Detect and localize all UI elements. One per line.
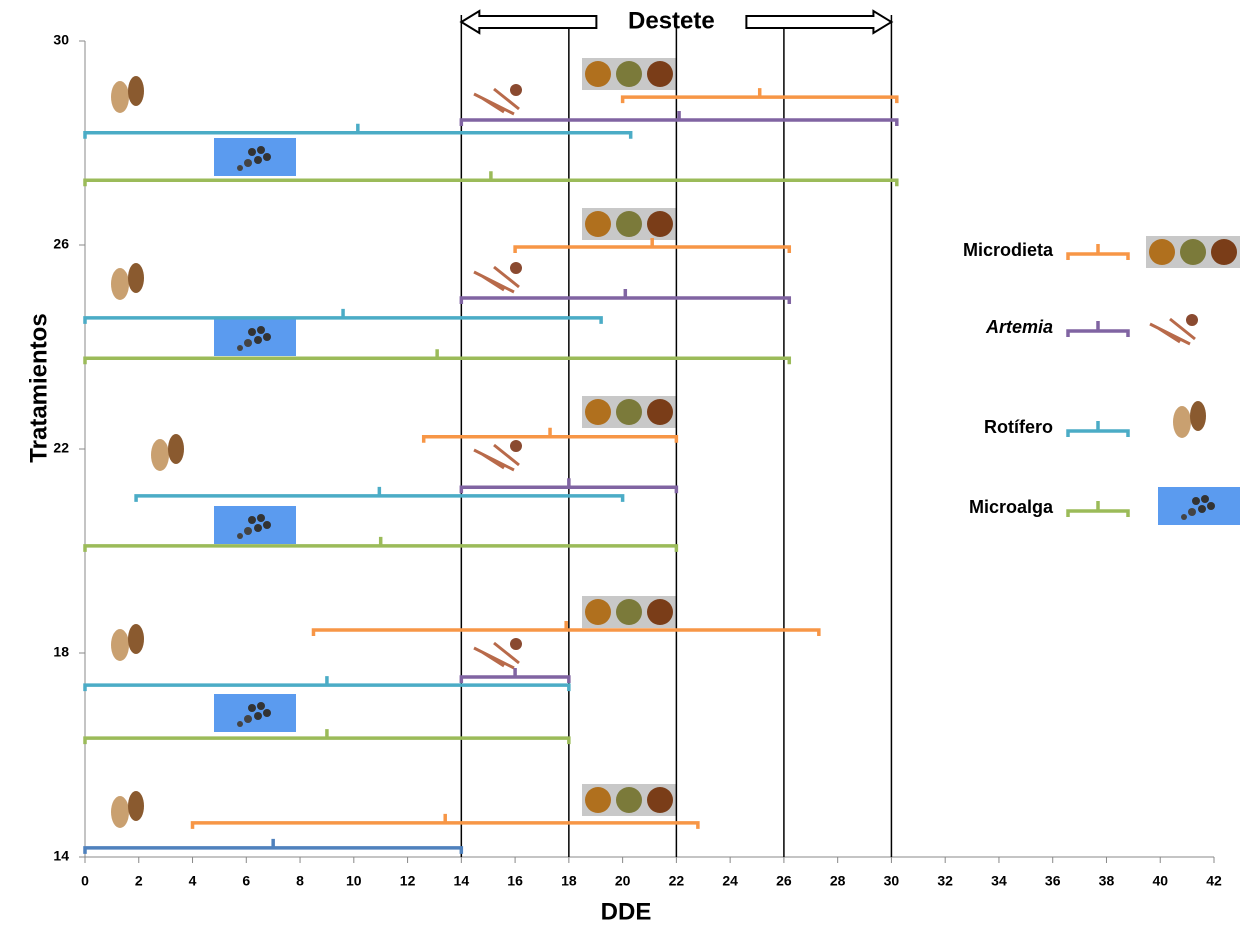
legend-label: Microalga: [969, 497, 1054, 517]
x-tick-label: 28: [830, 873, 846, 889]
chart: Tratamientos DDE 02468101214161820222426…: [0, 0, 1248, 928]
range-brace: [85, 349, 789, 364]
range-brace: [623, 88, 897, 103]
range-brace: [85, 729, 569, 744]
x-tick-label: 18: [561, 873, 577, 889]
x-tick-label: 26: [776, 873, 792, 889]
range-brace: [461, 668, 569, 683]
range-brace: [85, 309, 601, 324]
x-tick-label: 32: [937, 873, 953, 889]
x-tick-label: 6: [242, 873, 250, 889]
range-brace: [461, 111, 896, 126]
x-tick-label: 16: [507, 873, 523, 889]
annotation-label: Destete: [628, 7, 715, 34]
x-tick-label: 10: [346, 873, 362, 889]
y-tick-label: 30: [53, 32, 69, 48]
y-tick-label: 22: [53, 440, 69, 456]
range-brace: [136, 487, 623, 502]
y-tick-label: 18: [53, 644, 69, 660]
x-tick-label: 42: [1206, 873, 1222, 889]
range-brace: [193, 814, 698, 829]
x-tick-label: 14: [454, 873, 470, 889]
legend-label: Microdieta: [963, 240, 1054, 260]
annotation-arrow: [461, 11, 596, 33]
legend-swatch: [1068, 421, 1128, 437]
range-brace: [85, 124, 631, 139]
x-tick-label: 30: [884, 873, 900, 889]
x-tick-label: 22: [669, 873, 685, 889]
x-tick-label: 40: [1152, 873, 1168, 889]
annotation-arrow: [746, 11, 891, 33]
y-tick-label: 14: [53, 848, 69, 864]
range-brace: [313, 621, 818, 636]
x-tick-label: 34: [991, 873, 1007, 889]
x-tick-label: 4: [189, 873, 197, 889]
x-tick-label: 24: [722, 873, 738, 889]
y-axis-title: Tratamientos: [25, 313, 52, 462]
legend-swatch: [1068, 501, 1128, 517]
range-brace: [85, 839, 461, 854]
range-brace: [85, 537, 676, 552]
range-brace: [85, 171, 897, 186]
range-brace: [515, 238, 789, 253]
legend-label: Artemia: [985, 317, 1053, 337]
x-tick-label: 38: [1099, 873, 1115, 889]
legend-label: Rotífero: [984, 417, 1053, 437]
y-tick-label: 26: [53, 236, 69, 252]
x-tick-label: 2: [135, 873, 143, 889]
legend-swatch: [1068, 321, 1128, 337]
x-axis-title: DDE: [601, 898, 652, 925]
x-tick-label: 12: [400, 873, 416, 889]
x-tick-label: 0: [81, 873, 89, 889]
x-tick-label: 36: [1045, 873, 1061, 889]
legend-swatch: [1068, 244, 1128, 260]
images: [111, 58, 1240, 828]
x-tick-label: 20: [615, 873, 631, 889]
x-tick-label: 8: [296, 873, 304, 889]
